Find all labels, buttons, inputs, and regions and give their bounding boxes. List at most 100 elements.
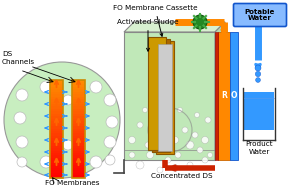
Bar [72,82,85,85]
Circle shape [186,141,194,149]
Text: R: R [221,91,227,101]
Circle shape [256,78,260,82]
Bar [72,136,85,139]
Bar [50,143,63,146]
Ellipse shape [4,62,120,178]
Bar [50,116,63,119]
Circle shape [171,164,178,171]
Bar [72,87,85,90]
Text: Activated Sludge: Activated Sludge [117,19,179,51]
Circle shape [17,157,27,167]
Polygon shape [148,37,166,150]
Bar [50,121,63,124]
Bar [50,80,63,82]
Circle shape [14,112,26,124]
Circle shape [63,95,73,105]
Bar [50,168,63,171]
Circle shape [157,167,163,173]
Bar [50,158,63,161]
Text: FO Membranes: FO Membranes [45,180,99,186]
Circle shape [194,112,200,118]
Bar [50,109,63,112]
Bar [50,106,63,109]
Bar [72,148,85,151]
Circle shape [90,156,102,168]
Bar [50,138,63,141]
Circle shape [182,127,188,133]
Circle shape [192,132,198,138]
Circle shape [40,81,52,93]
Polygon shape [215,22,225,160]
Bar [50,126,63,129]
Bar [72,141,85,144]
Bar [50,173,63,176]
Bar [50,82,63,85]
Bar [72,163,85,166]
Bar [124,32,215,160]
Circle shape [171,136,178,143]
Bar [72,114,85,117]
Bar [50,111,63,114]
Bar [72,133,85,136]
Bar [50,146,63,149]
Circle shape [178,108,183,112]
Circle shape [137,122,143,128]
Bar [50,104,63,107]
Bar [72,160,85,163]
Circle shape [207,153,213,157]
Circle shape [40,156,52,168]
Bar [50,92,63,95]
Bar [72,153,85,156]
Bar [50,97,63,100]
Circle shape [193,15,207,29]
Circle shape [145,142,151,148]
Circle shape [202,136,208,143]
Bar [72,111,85,114]
Bar [72,92,85,95]
Bar [244,92,274,130]
Bar [50,119,63,122]
Bar [72,84,85,87]
Bar [72,104,85,107]
Text: DS
Channels: DS Channels [2,51,35,64]
Bar [50,133,63,136]
Circle shape [175,152,181,158]
Circle shape [167,117,173,123]
Bar [72,146,85,149]
Bar [72,138,85,141]
Circle shape [106,116,118,128]
Bar [50,148,63,151]
Text: O: O [231,91,237,101]
Bar [50,165,63,168]
Text: FO Membrane Cassette: FO Membrane Cassette [113,5,197,36]
Bar [72,80,85,82]
Bar [50,114,63,117]
Bar [50,170,63,173]
Bar [50,80,63,178]
Bar [230,32,238,160]
Bar [72,165,85,168]
FancyBboxPatch shape [234,4,287,26]
Bar [72,143,85,146]
Bar [50,136,63,139]
Text: Product
Water: Product Water [245,142,273,154]
Circle shape [255,71,261,77]
Bar [72,124,85,127]
Polygon shape [158,44,172,151]
Bar [72,168,85,171]
Bar [72,170,85,173]
Circle shape [205,117,211,123]
Circle shape [187,162,193,168]
Circle shape [142,108,147,112]
Circle shape [104,136,116,148]
Circle shape [197,147,203,153]
Bar [215,32,218,160]
Bar [50,124,63,127]
Circle shape [16,136,28,148]
Bar [72,97,85,100]
Polygon shape [152,39,170,152]
Bar [72,89,85,92]
Circle shape [129,152,135,158]
Bar [50,84,63,87]
Bar [50,151,63,153]
